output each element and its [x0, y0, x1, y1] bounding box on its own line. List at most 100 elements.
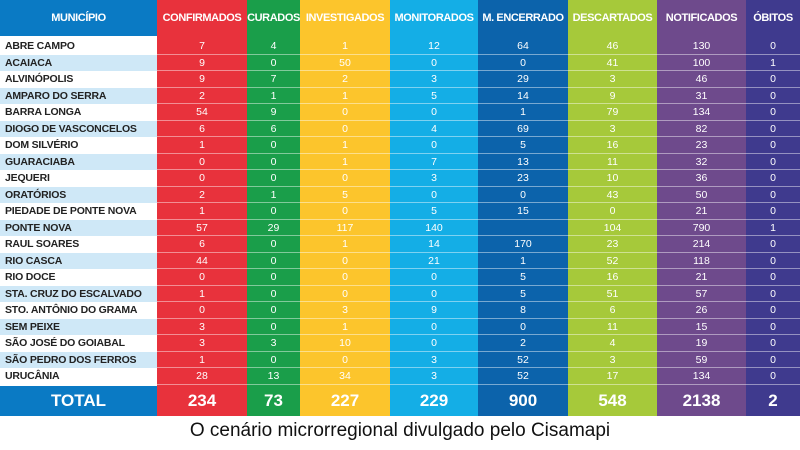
municipio-name: ORATÓRIOS — [0, 186, 157, 203]
municipio-name: AMPARO DO SERRA — [0, 87, 157, 104]
cell-obitos: 1 — [746, 220, 800, 236]
municipio-name: STA. CRUZ DO ESCALVADO — [0, 285, 157, 302]
column-obitos: ÓBITOS 0 1 0 0 0 0 0 0 0 0 0 1 0 0 0 0 0 0 0 0 0 2 — [746, 0, 800, 416]
cell-descartados: 46 — [568, 38, 657, 55]
cell-encerrado: 170 — [478, 236, 568, 253]
cell-notificados: 26 — [657, 302, 746, 319]
cell-investigados: 1 — [300, 38, 390, 55]
cell-monitorados: 0 — [390, 286, 478, 302]
total-encerrado: 900 — [478, 386, 568, 416]
column-investigados: INVESTIGADOS 1 50 2 1 0 0 1 1 0 5 0 117 1 0 0 0 3 1 10 0 34 22… — [300, 0, 390, 416]
cell-monitorados: 3 — [390, 352, 478, 368]
cell-confirmados: 57 — [157, 220, 247, 236]
cell-notificados: 21 — [657, 203, 746, 220]
cell-notificados: 21 — [657, 269, 746, 286]
cell-confirmados: 0 — [157, 302, 247, 319]
municipio-name: GUARACIABA — [0, 153, 157, 170]
cell-monitorados: 3 — [390, 170, 478, 187]
cell-curados: 0 — [247, 170, 300, 187]
cell-investigados: 0 — [300, 253, 390, 269]
cell-investigados: 117 — [300, 220, 390, 236]
column-encerrado: M. ENCERRADO 64 0 29 14 1 69 5 13 23 0 15 170 1 5 5 8 0 2 5… — [478, 0, 568, 416]
cell-confirmados: 2 — [157, 187, 247, 203]
cell-investigados: 0 — [300, 286, 390, 302]
cell-obitos: 0 — [746, 286, 800, 302]
cell-encerrado: 15 — [478, 203, 568, 220]
cell-encerrado: 1 — [478, 253, 568, 269]
cell-descartados: 16 — [568, 269, 657, 286]
cell-confirmados: 1 — [157, 286, 247, 302]
cell-encerrado: 23 — [478, 170, 568, 187]
cell-curados: 7 — [247, 71, 300, 88]
municipio-name: SEM PEIXE — [0, 318, 157, 335]
cell-investigados: 2 — [300, 71, 390, 88]
cell-monitorados: 140 — [390, 220, 478, 236]
municipio-name: SÃO JOSÉ DO GOIABAL — [0, 335, 157, 352]
cell-descartados: 11 — [568, 154, 657, 170]
cell-curados: 0 — [247, 236, 300, 253]
cell-investigados: 0 — [300, 203, 390, 220]
cell-curados: 0 — [247, 55, 300, 71]
cell-obitos: 0 — [746, 236, 800, 253]
cell-confirmados: 54 — [157, 104, 247, 121]
cell-notificados: 19 — [657, 335, 746, 352]
cell-confirmados: 6 — [157, 236, 247, 253]
cell-investigados: 1 — [300, 88, 390, 104]
cell-encerrado: 0 — [478, 319, 568, 335]
cell-obitos: 0 — [746, 269, 800, 286]
cell-notificados: 118 — [657, 253, 746, 269]
cell-encerrado: 29 — [478, 71, 568, 88]
cell-curados: 0 — [247, 319, 300, 335]
cell-encerrado: 5 — [478, 269, 568, 286]
cell-monitorados: 5 — [390, 203, 478, 220]
total-notificados: 2138 — [657, 386, 746, 416]
covid-table: MUNICÍPIO ABRE CAMPO ACAIACA ALVINÓPOLIS AMP… — [0, 0, 800, 416]
cell-encerrado: 52 — [478, 368, 568, 385]
cell-encerrado: 69 — [478, 121, 568, 137]
cell-investigados: 1 — [300, 319, 390, 335]
cell-investigados: 34 — [300, 368, 390, 385]
total-label: TOTAL — [0, 386, 157, 416]
cell-encerrado: 13 — [478, 154, 568, 170]
cell-descartados: 17 — [568, 368, 657, 385]
cell-investigados: 0 — [300, 121, 390, 137]
cell-confirmados: 44 — [157, 253, 247, 269]
cell-confirmados: 0 — [157, 170, 247, 187]
cell-obitos: 0 — [746, 368, 800, 385]
cell-obitos: 0 — [746, 88, 800, 104]
total-investigados: 227 — [300, 386, 390, 416]
cell-encerrado — [478, 220, 568, 236]
cell-confirmados: 9 — [157, 71, 247, 88]
cell-obitos: 0 — [746, 302, 800, 319]
cell-descartados: 16 — [568, 137, 657, 154]
cell-curados: 29 — [247, 220, 300, 236]
cell-descartados: 3 — [568, 71, 657, 88]
cell-investigados: 5 — [300, 187, 390, 203]
cell-notificados: 57 — [657, 286, 746, 302]
column-notificados: NOTIFICADOS 130 100 46 31 134 82 23 32 36 50 21 790 2… — [657, 0, 746, 416]
cell-encerrado: 64 — [478, 38, 568, 55]
cell-encerrado: 14 — [478, 88, 568, 104]
cell-notificados: 100 — [657, 55, 746, 71]
cell-encerrado: 0 — [478, 187, 568, 203]
cell-notificados: 134 — [657, 104, 746, 121]
cell-monitorados: 0 — [390, 319, 478, 335]
cell-curados: 1 — [247, 187, 300, 203]
cell-descartados: 6 — [568, 302, 657, 319]
column-descartados: DESCARTADOS 46 41 3 9 79 3 16 11 10 43 0 104 23 52 16 51… — [568, 0, 657, 416]
municipio-name: URUCÂNIA — [0, 368, 157, 385]
header-notificados: NOTIFICADOS — [657, 0, 746, 36]
header-curados: CURADOS — [247, 0, 300, 36]
municipio-name: ALVINÓPOLIS — [0, 71, 157, 88]
cell-monitorados: 0 — [390, 335, 478, 352]
cell-curados: 3 — [247, 335, 300, 352]
cell-obitos: 0 — [746, 352, 800, 368]
municipio-name: RAUL SOARES — [0, 236, 157, 253]
cell-obitos: 0 — [746, 335, 800, 352]
cell-descartados: 79 — [568, 104, 657, 121]
cell-curados: 0 — [247, 269, 300, 286]
cell-notificados: 134 — [657, 368, 746, 385]
cell-investigados: 10 — [300, 335, 390, 352]
cell-monitorados: 3 — [390, 368, 478, 385]
cell-encerrado: 0 — [478, 55, 568, 71]
